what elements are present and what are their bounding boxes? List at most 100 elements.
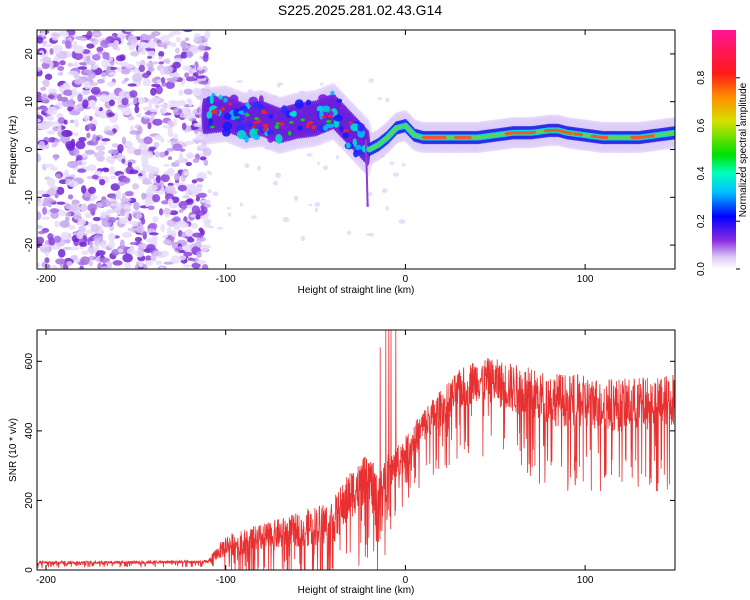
- spectrogram-noise-blob: [197, 192, 208, 199]
- spectrogram-noise-blob: [168, 79, 178, 83]
- spectrogram-noise-blob: [86, 43, 95, 49]
- spectrogram-noise-blob: [37, 91, 42, 97]
- spectrogram-noise-blob: [163, 43, 168, 50]
- spectrogram-ridge-blob: [253, 134, 260, 141]
- spectrogram-noise-blob: [80, 37, 88, 42]
- spectrogram-noise-blob: [186, 98, 192, 103]
- spectrogram-speckle: [275, 172, 282, 178]
- spectrogram-noise-blob: [100, 266, 108, 269]
- spectrogram-noise-blob: [92, 134, 97, 143]
- spectrogram-noise-blob: [48, 94, 55, 99]
- spectrogram-ridge-blob: [222, 128, 231, 137]
- spectrogram-noise-blob: [73, 132, 79, 137]
- spectrogram-noise-blob: [167, 132, 174, 138]
- spectrogram-x-tick-label: -100: [216, 274, 236, 285]
- spectrogram-ridge-blob: [318, 94, 328, 103]
- spectrogram-ridge-blob: [356, 138, 363, 144]
- spectrogram-noise-blob: [186, 237, 195, 243]
- snr-axes: -200 -100 0 100 0 200 400 600: [24, 330, 675, 586]
- spectrogram-ridge-peak: [209, 125, 215, 129]
- spectrogram-noise-blob: [140, 149, 149, 156]
- spectrogram-noise-blob: [177, 109, 182, 114]
- spectrogram-ridge-blob: [338, 105, 347, 111]
- spectrogram-noise-blob: [56, 186, 65, 196]
- chart-title: S225.2025.281.02.43.G14: [277, 2, 443, 18]
- spectrogram-noise-blob: [128, 45, 135, 51]
- spectrogram-y-tick-label: -10: [24, 190, 35, 205]
- spectrogram-noise-blob: [200, 204, 205, 211]
- colorbar-tick-label: 0.0: [696, 262, 707, 276]
- snr-y-tick-label: 0: [24, 567, 35, 573]
- spectrogram-noise-blob: [65, 141, 76, 149]
- spectrogram-noise-blob: [59, 60, 66, 66]
- spectrogram-ridge-peak: [211, 109, 218, 115]
- spectrogram-noise-blob: [148, 146, 157, 150]
- spectrogram-speckle: [322, 165, 329, 171]
- spectrogram-noise-blob: [198, 227, 204, 233]
- spectrogram-noise-blob: [155, 104, 160, 109]
- spectrogram-ridge-peak: [220, 107, 225, 112]
- spectrogram-noise-blob: [159, 104, 169, 108]
- spectrogram-speckle: [335, 155, 340, 160]
- spectrogram-noise-blob: [136, 113, 142, 118]
- spectrogram-noise-blob: [121, 158, 126, 164]
- spectrogram-noise-blob: [91, 53, 101, 61]
- spectrogram-ridge-peak: [251, 125, 256, 128]
- spectrogram-ridge-blob: [258, 95, 264, 105]
- spectrogram-noise-blob: [178, 89, 184, 96]
- spectrogram-speckle: [398, 219, 406, 224]
- spectrogram-noise-blob: [129, 130, 140, 135]
- spectrogram-noise-blob: [87, 164, 97, 172]
- colorbar-tick-label: 0.2: [696, 214, 707, 228]
- spectrogram-noise-blob: [168, 100, 179, 104]
- spectrogram-noise-blob: [141, 158, 149, 166]
- spectrogram-noise-blob: [57, 117, 66, 125]
- spectrogram-noise-blob: [133, 201, 140, 211]
- spectrogram-noise-blob: [96, 46, 104, 53]
- spectrogram-noise-blob: [68, 98, 75, 108]
- spectrogram-noise-blob: [204, 221, 211, 228]
- spectrogram-noise-blob: [59, 85, 65, 93]
- spectrogram-ridge-peak: [263, 123, 269, 129]
- spectrogram-noise-blob: [127, 35, 138, 45]
- spectrogram-noise-blob: [77, 66, 88, 70]
- spectrogram-noise-blob: [146, 61, 154, 69]
- spectrogram-noise-blob: [43, 197, 54, 204]
- spectrogram-noise-blob: [107, 112, 115, 117]
- spectrogram-noise-blob: [135, 249, 145, 258]
- spectrogram-noise-blob: [144, 198, 150, 208]
- spectrogram-marks: [37, 30, 675, 269]
- spectrogram-noise-blob: [46, 130, 56, 135]
- spectrogram-noise-blob: [176, 101, 187, 107]
- spectrogram-noise-blob: [91, 174, 99, 180]
- spectrogram-ridge-blob: [279, 124, 288, 130]
- spectrogram-noise-blob: [191, 258, 196, 262]
- snr-marks: [37, 330, 675, 570]
- spectrogram-noise-blob: [192, 72, 199, 77]
- colorbar-ticks: 0.0 0.2 0.4 0.6 0.8: [696, 70, 740, 276]
- spectrogram-noise-blob: [198, 80, 209, 85]
- spectrogram-noise-blob: [144, 260, 154, 266]
- spectrogram-noise-blob: [85, 60, 97, 66]
- spectrogram-noise-blob: [44, 257, 50, 264]
- spectrogram-noise-blob: [119, 239, 125, 249]
- spectrogram-noise-blob: [102, 51, 108, 60]
- spectrogram-noise-blob: [93, 152, 99, 158]
- spectrogram-ridge-blob: [352, 138, 358, 147]
- spectrogram-noise-blob: [68, 203, 79, 212]
- colorbar-label: Normalized spectral amplitude: [738, 82, 749, 217]
- spectrogram-noise-blob: [115, 190, 122, 200]
- spectrogram-noise-blob: [38, 140, 46, 149]
- spectrogram-noise-blob: [183, 112, 190, 116]
- spectrogram-noise-blob: [163, 163, 170, 167]
- spectrogram-noise-blob: [185, 76, 195, 82]
- spectrogram-noise-blob: [190, 223, 198, 229]
- spectrogram-noise-blob: [165, 81, 175, 90]
- spectrogram-noise-blob: [131, 183, 140, 190]
- spectrogram-noise-blob: [174, 173, 181, 181]
- spectrogram-noise-blob: [191, 262, 201, 269]
- spectrogram-noise-blob: [69, 246, 80, 251]
- snr-xlabel: Height of straight line (km): [298, 585, 415, 596]
- spectrogram-ridge-peak: [257, 118, 261, 123]
- spectrogram-noise-blob: [159, 266, 165, 269]
